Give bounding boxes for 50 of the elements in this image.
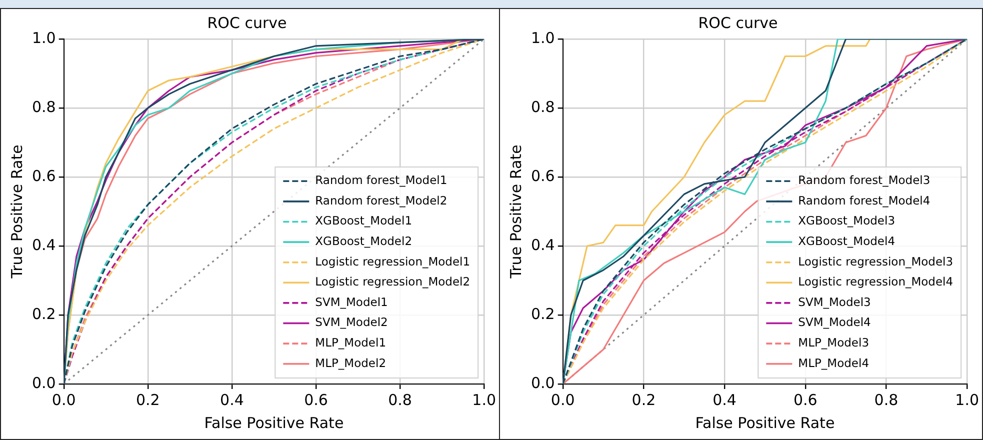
y-axis-title: True Positive Rate	[506, 144, 525, 280]
x-tick-label: 0.2	[136, 390, 160, 409]
x-tick-label: 0.0	[52, 390, 76, 409]
legend-label: MLP_Model2	[315, 356, 386, 370]
legend-label: MLP_Model4	[798, 356, 870, 370]
x-tick-label: 0.8	[874, 390, 898, 409]
y-tick-label: 0.6	[32, 166, 56, 185]
legend-label: Logistic regression_Model1	[315, 254, 470, 268]
x-tick-label: 0.8	[388, 390, 412, 409]
y-tick-label: 0.4	[32, 236, 56, 254]
x-tick-label: 0.6	[793, 390, 818, 409]
chart-title: ROC curve	[207, 14, 287, 32]
y-axis-title: True Positive Rate	[8, 144, 26, 280]
y-tick-label: 0.8	[32, 98, 56, 116]
y-tick-label: 0.2	[530, 304, 555, 323]
legend-label: Logistic regression_Model4	[798, 274, 954, 289]
legend-label: Random forest_Model2	[315, 193, 448, 208]
chart-title: ROC curve	[698, 14, 778, 32]
legend-label: MLP_Model1	[315, 336, 386, 350]
x-tick-label: 0.0	[550, 390, 575, 409]
x-tick-label: 0.4	[712, 390, 736, 409]
x-axis-title: False Positive Rate	[695, 414, 835, 432]
x-tick-label: 1.0	[955, 390, 979, 409]
x-tick-label: 0.2	[632, 390, 656, 409]
legend-label: SVM_Model1	[315, 294, 388, 309]
legend-label: XGBoost_Model3	[798, 214, 896, 228]
y-tick-label: 0.0	[32, 374, 56, 392]
legend-label: SVM_Model4	[798, 315, 871, 330]
legend-label: Random forest_Model4	[798, 193, 930, 208]
legend-label: XGBoost_Model1	[315, 214, 412, 228]
legend-label: Logistic regression_Model3	[798, 254, 954, 268]
legend-label: XGBoost_Model2	[315, 234, 412, 248]
legend-label: Random forest_Model1	[315, 173, 448, 188]
y-tick-label: 1.0	[530, 28, 555, 47]
x-tick-label: 1.0	[472, 390, 496, 409]
y-tick-label: 0.0	[530, 374, 555, 392]
x-tick-label: 0.6	[304, 390, 328, 409]
y-tick-label: 1.0	[32, 28, 56, 47]
y-tick-label: 0.6	[530, 166, 555, 185]
legend-label: XGBoost_Model4	[798, 234, 896, 248]
x-axis-title: False Positive Rate	[204, 414, 344, 432]
x-tick-label: 0.4	[220, 390, 244, 409]
y-tick-label: 0.4	[530, 236, 555, 254]
legend-label: SVM_Model2	[315, 315, 388, 330]
y-tick-label: 0.8	[530, 98, 555, 116]
legend-label: SVM_Model3	[798, 294, 871, 309]
legend-label: Logistic regression_Model2	[315, 274, 470, 289]
legend-label: MLP_Model3	[798, 336, 870, 350]
legend-label: Random forest_Model3	[798, 173, 930, 188]
y-tick-label: 0.2	[32, 304, 56, 323]
